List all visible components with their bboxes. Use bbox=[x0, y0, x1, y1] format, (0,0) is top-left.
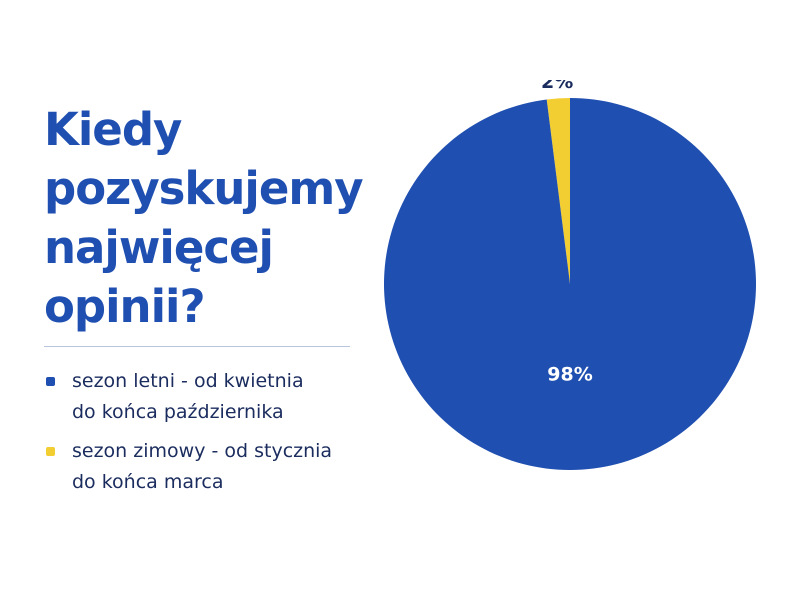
pie-slice-winter bbox=[546, 98, 570, 284]
legend-label-line: do końca października bbox=[72, 401, 284, 423]
legend-swatch-summer bbox=[46, 377, 55, 386]
legend-label-line: do końca marca bbox=[72, 471, 224, 493]
title-line: pozyskujemy bbox=[44, 162, 364, 215]
title-line: opinii? bbox=[44, 280, 206, 333]
legend-label-line: sezon zimowy - od stycznia bbox=[72, 440, 333, 462]
legend-swatch-winter bbox=[46, 447, 55, 456]
legend-label-line: sezon letni - od kwietnia bbox=[72, 370, 304, 392]
title-line: Kiedy bbox=[44, 103, 182, 156]
legend-label-summer: sezon letni - od kwietnia do końca paźdz… bbox=[72, 366, 404, 428]
pie-label-winter: 2% bbox=[541, 80, 573, 93]
legend-item-summer: sezon letni - od kwietnia do końca paźdz… bbox=[44, 366, 404, 428]
divider bbox=[44, 346, 350, 347]
title-line: najwięcej bbox=[44, 221, 274, 274]
chart-title: Kiedy pozyskujemy najwięcej opinii? bbox=[44, 100, 389, 336]
pie-label-summer: 98% bbox=[547, 364, 592, 386]
pie-slice-summer bbox=[384, 98, 756, 470]
pie-chart: 2% 98% bbox=[384, 80, 756, 470]
legend: sezon letni - od kwietnia do końca paźdz… bbox=[44, 366, 404, 506]
legend-item-winter: sezon zimowy - od stycznia do końca marc… bbox=[44, 436, 404, 498]
legend-label-winter: sezon zimowy - od stycznia do końca marc… bbox=[72, 436, 404, 498]
